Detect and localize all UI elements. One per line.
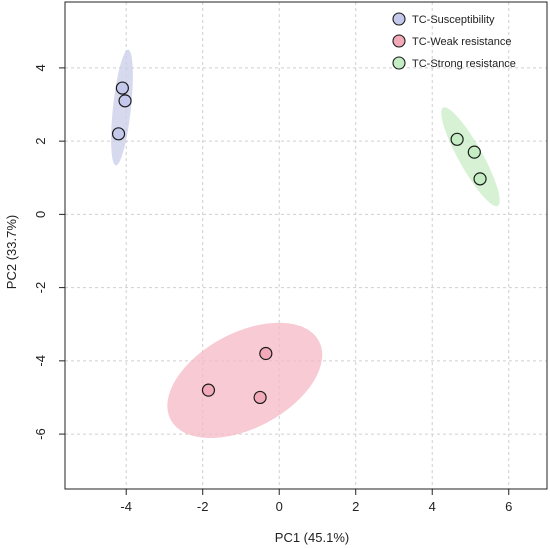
legend-marker [392,12,406,26]
x-axis-title: PC1 (45.1%) [275,530,349,545]
confidence-ellipse [111,49,133,166]
legend: TC-Susceptibility TC-Weak resistance TC-St… [392,12,516,70]
legend-marker [392,56,406,70]
x-tick-label: 0 [276,499,283,514]
x-tick-label: 6 [505,499,512,514]
data-point [201,383,216,397]
data-point [111,127,126,141]
data-point [253,390,267,405]
data-point [115,81,129,95]
confidence-ellipse [167,322,323,439]
legend-label: TC-Strong resistance [412,58,516,70]
y-axis-title: PC2 (33.7%) [4,215,19,289]
legend-label: TC-Susceptibility [412,14,495,26]
y-tick-label: -2 [33,282,48,294]
legend-marker [392,34,406,48]
x-tick-label: 2 [352,499,359,514]
data-point [450,132,464,146]
y-tick-label: 4 [33,64,48,71]
axis-ticks: -4 -2 0 2 4 6 4 2 0 -2 -4 -6 [33,64,512,514]
data-points [111,81,487,405]
y-tick-label: -6 [33,428,48,440]
y-tick-label: -4 [33,355,48,367]
data-point [473,172,487,186]
data-point [467,145,481,159]
data-point [259,346,273,361]
x-tick-label: 4 [429,499,436,514]
x-tick-label: -2 [197,499,209,514]
plot-frame [64,1,548,490]
legend-label: TC-Weak resistance [412,36,511,48]
x-tick-label: -4 [120,499,132,514]
y-tick-label: 0 [33,211,48,218]
grid [65,2,547,489]
y-tick-label: 2 [33,138,48,145]
data-point [118,94,132,108]
confidence-ellipses [111,49,500,439]
